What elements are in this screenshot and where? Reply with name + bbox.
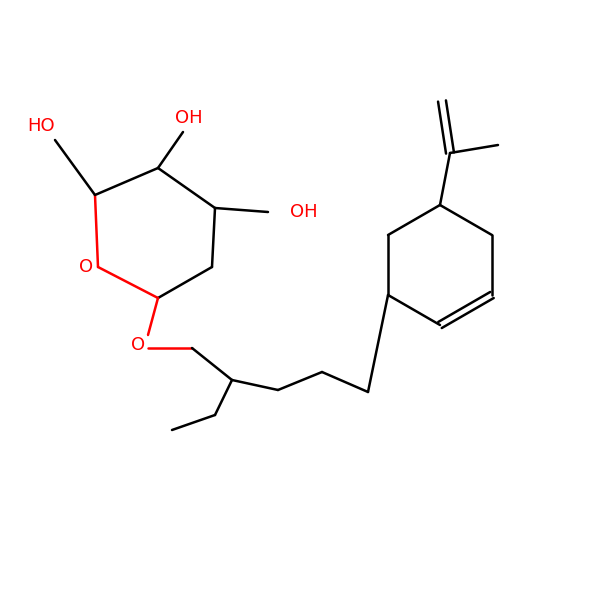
- Text: O: O: [79, 258, 93, 276]
- Text: HO: HO: [27, 117, 55, 135]
- Text: OH: OH: [290, 203, 317, 221]
- Text: OH: OH: [175, 109, 203, 127]
- Text: O: O: [131, 336, 145, 354]
